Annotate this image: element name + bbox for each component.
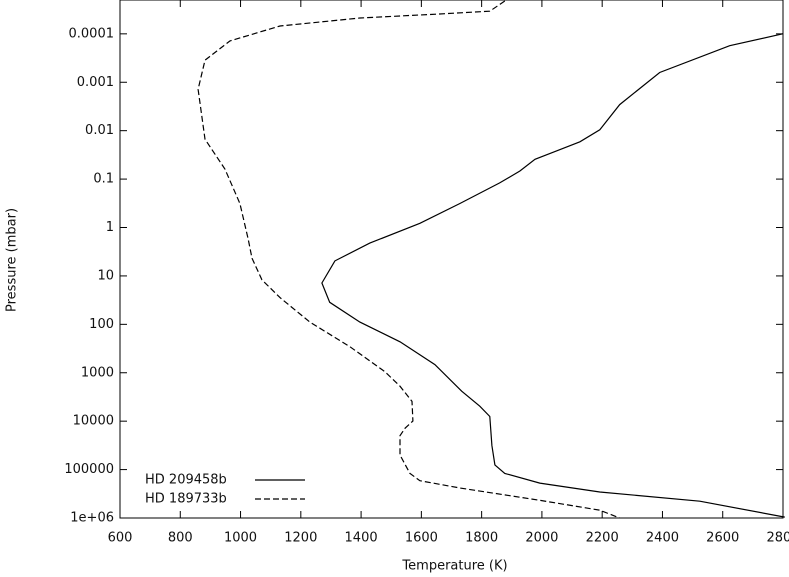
y-tick-label: 0.01 bbox=[85, 123, 114, 138]
x-tick-label: 2200 bbox=[586, 531, 619, 546]
x-tick-label: 800 bbox=[168, 531, 193, 546]
y-tick-label: 1e+06 bbox=[70, 511, 114, 526]
x-axis-title: Temperature (K) bbox=[401, 559, 507, 574]
y-tick-label: 0.1 bbox=[93, 172, 114, 187]
y-tick-label: 0.001 bbox=[77, 75, 114, 90]
x-tick-label: 2400 bbox=[646, 531, 679, 546]
x-tick-label: 1000 bbox=[224, 531, 257, 546]
y-tick-label: 0.0001 bbox=[69, 26, 115, 41]
y-axis-title: Pressure (mbar) bbox=[5, 208, 20, 312]
x-tick-label: 1600 bbox=[405, 531, 438, 546]
legend-label: HD 189733b bbox=[145, 492, 227, 507]
y-tick-label: 100 bbox=[89, 317, 114, 332]
x-tick-label: 1400 bbox=[345, 531, 378, 546]
series-line bbox=[321, 33, 785, 518]
y-tick-label: 10 bbox=[97, 268, 114, 283]
series-line bbox=[197, 0, 620, 519]
y-tick-label: 10000 bbox=[73, 414, 114, 429]
x-tick-label: 2000 bbox=[525, 531, 558, 546]
x-tick-label: 2800 bbox=[766, 531, 789, 546]
legend-label: HD 209458b bbox=[145, 473, 227, 488]
plot-frame bbox=[119, 0, 784, 519]
x-tick-label: 600 bbox=[108, 531, 133, 546]
x-tick-label: 1200 bbox=[284, 531, 317, 546]
y-tick-label: 100000 bbox=[64, 462, 114, 477]
y-tick-label: 1 bbox=[106, 220, 114, 235]
x-tick-label: 2600 bbox=[706, 531, 739, 546]
x-tick-label: 1800 bbox=[465, 531, 498, 546]
y-tick-label: 1000 bbox=[81, 365, 114, 380]
